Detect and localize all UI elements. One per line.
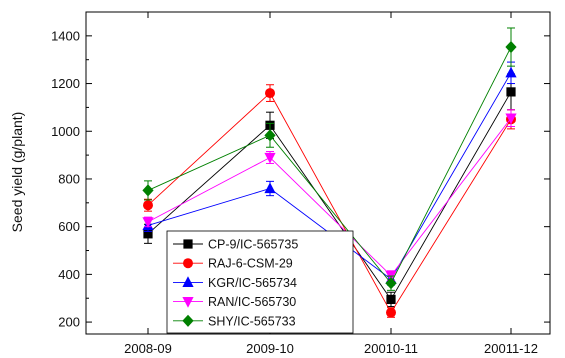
series-4 xyxy=(142,109,517,282)
plot-frame xyxy=(85,11,551,335)
x-tick-label: 20011-12 xyxy=(484,341,538,356)
legend-marker xyxy=(183,258,193,269)
legend-marker xyxy=(182,314,194,327)
legend-item: CP-9/IC-565735 xyxy=(173,238,298,252)
data-point xyxy=(264,129,276,142)
series-line xyxy=(147,117,512,277)
data-point xyxy=(143,229,153,239)
y-tick-label: 1200 xyxy=(51,76,80,91)
data-point xyxy=(142,217,154,228)
data-point xyxy=(506,87,516,97)
y-tick-label: 1400 xyxy=(51,28,80,43)
legend-box xyxy=(166,230,354,334)
y-tick-label: 400 xyxy=(58,267,80,282)
data-point xyxy=(505,113,517,125)
y-tick-label: 600 xyxy=(58,219,80,234)
legend-item: SHY/IC-565733 xyxy=(173,314,296,328)
legend-label: KGR/IC-565734 xyxy=(208,276,297,290)
series-line xyxy=(147,46,512,285)
data-point xyxy=(386,294,396,305)
legend-label: CP-9/IC-565735 xyxy=(208,238,298,252)
x-tick-label: 20010-11 xyxy=(364,341,418,356)
y-tick-label: 800 xyxy=(58,171,80,186)
legend: CP-9/IC-565735 RAJ-6-CSM-29 KGR/IC-565734 R… xyxy=(166,230,354,334)
data-point xyxy=(385,277,397,290)
legend-label: SHY/IC-565733 xyxy=(208,314,296,328)
data-point xyxy=(386,307,396,318)
series-line xyxy=(147,91,512,301)
legend-item: RAJ-6-CSM-29 xyxy=(173,257,293,271)
legend-label: RAJ-6-CSM-29 xyxy=(208,257,293,271)
data-point xyxy=(142,184,154,197)
data-point xyxy=(143,200,153,211)
plot-area: 200 400 600 800 1000 1200 1400 2008-09 2009-10 20… xyxy=(51,11,551,356)
data-point xyxy=(265,88,275,99)
legend-item: RAN/IC-565730 xyxy=(173,295,296,309)
y-tick-label: 200 xyxy=(58,315,80,330)
data-point xyxy=(505,40,517,54)
y-tick-label: 1000 xyxy=(51,124,80,139)
series-5 xyxy=(142,27,517,291)
legend-marker xyxy=(183,239,193,249)
x-tick-label: 2009-10 xyxy=(246,341,294,356)
data-point xyxy=(505,66,517,78)
legend-label: RAN/IC-565730 xyxy=(208,295,296,309)
data-point xyxy=(264,152,276,164)
y-axis-title: Seed yield (g/plant) xyxy=(9,112,25,233)
legend-marker xyxy=(182,297,194,308)
legend-marker xyxy=(182,276,194,287)
data-point xyxy=(264,182,276,194)
series-line xyxy=(147,92,512,314)
legend-item: KGR/IC-565734 xyxy=(173,276,297,290)
x-tick-label: 2008-09 xyxy=(124,341,172,356)
